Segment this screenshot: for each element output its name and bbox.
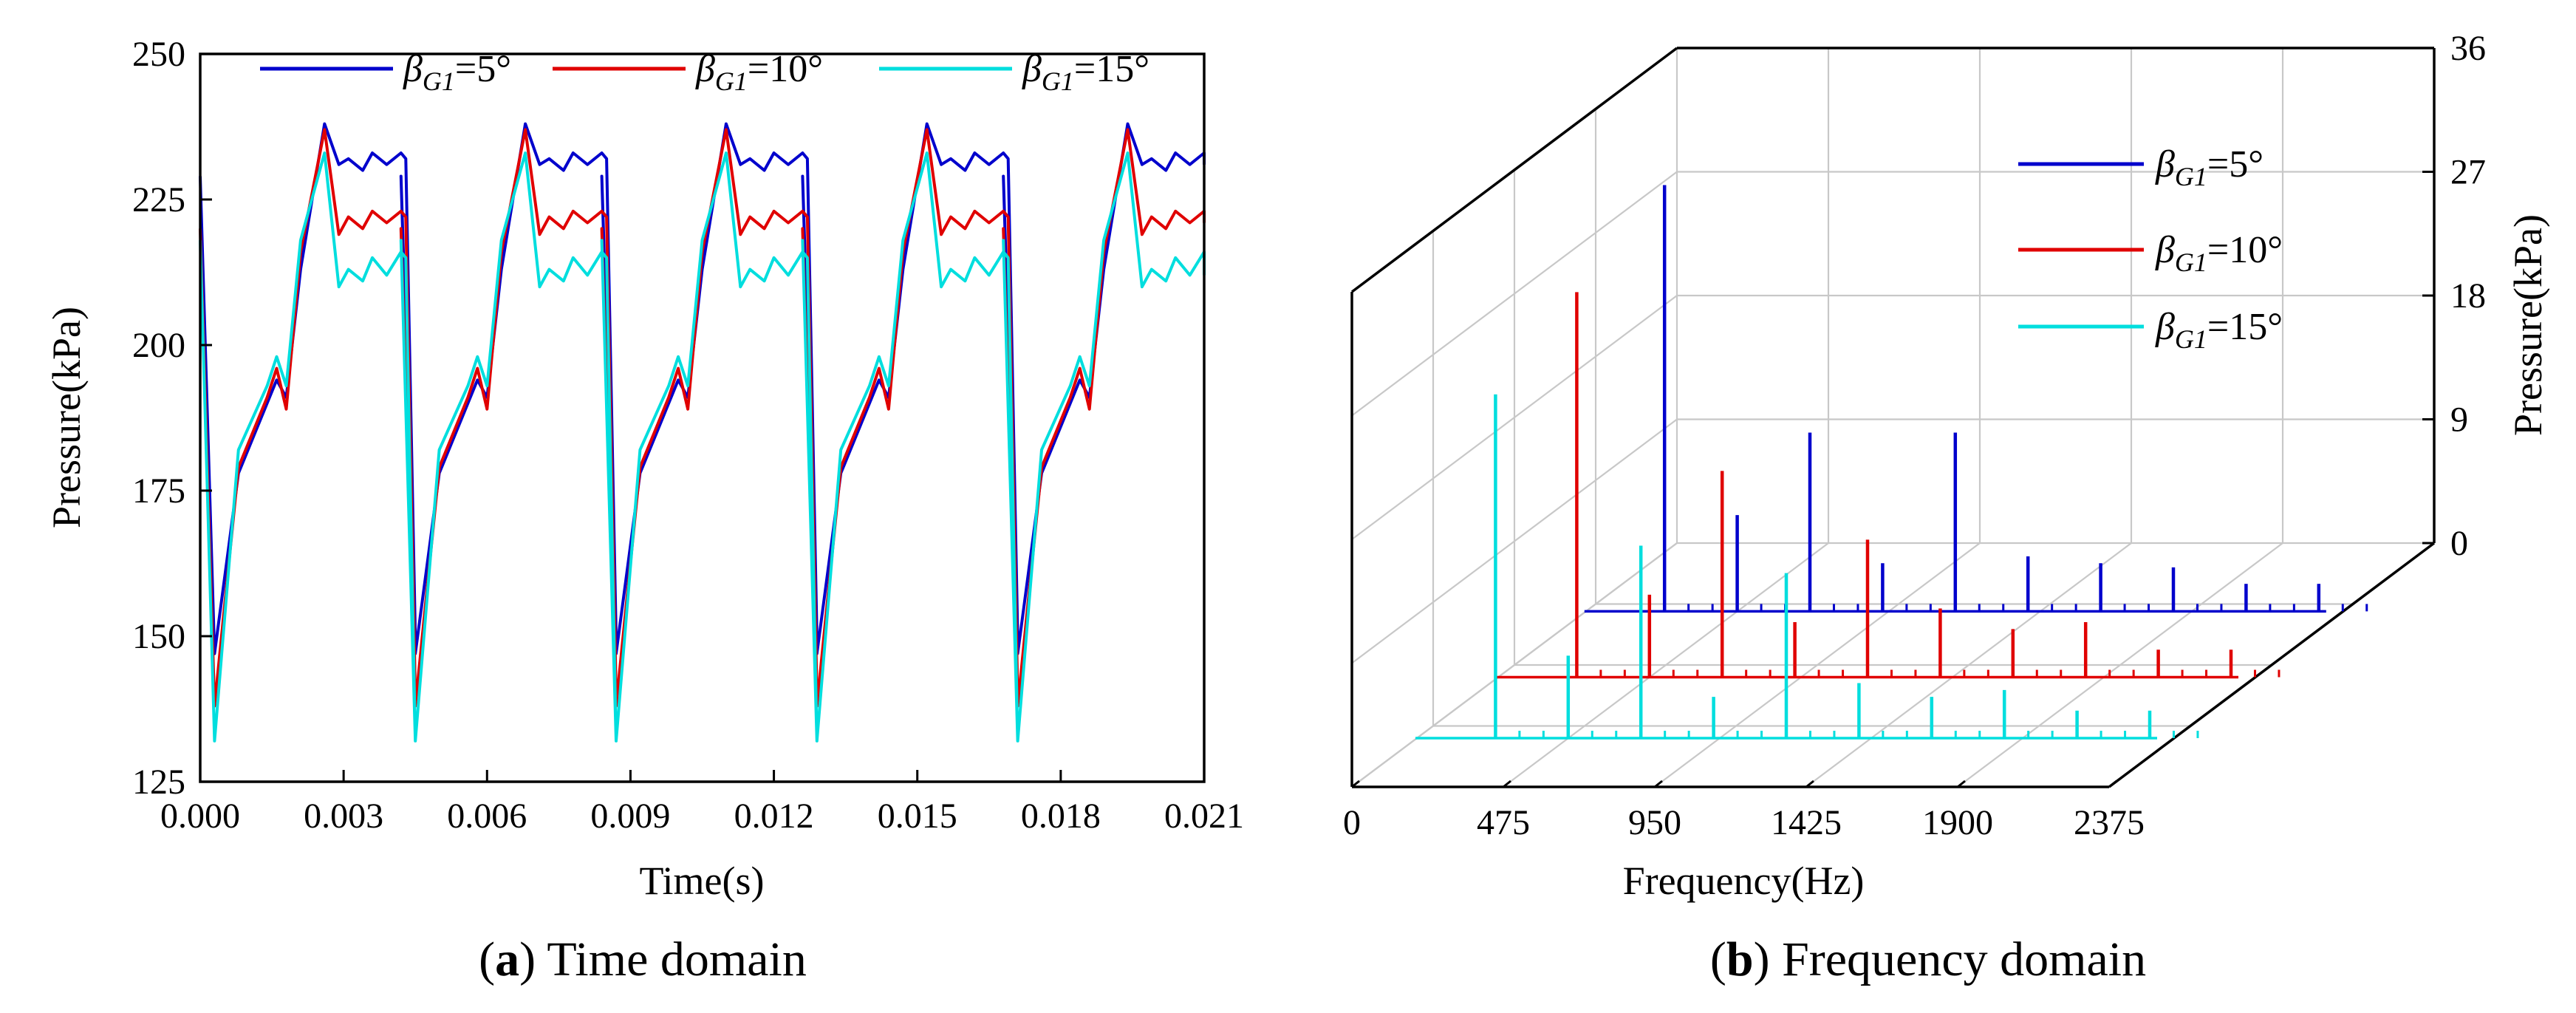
pressure-tick-label: 9 (2450, 400, 2468, 440)
x-tick-label: 0.012 (734, 797, 814, 836)
frequency-tick-mark (1805, 780, 1814, 788)
x-tick-label: 0.018 (1021, 797, 1101, 836)
3d-box-frame (1350, 47, 2436, 788)
legend-label: βG1=10° (695, 48, 823, 96)
y-axis-label: Pressure(kPa) (44, 307, 89, 528)
pressure-axis-label: Pressure(kPa) (2506, 214, 2550, 436)
x-tick-label: 0.000 (160, 797, 240, 836)
time-domain-series-group (199, 122, 1206, 743)
caption-b-letter: b (1726, 932, 1754, 986)
y-tick-label: 225 (132, 180, 185, 219)
frequency-tick-mark (1503, 780, 1511, 788)
frequency-tick-label: 2375 (2074, 803, 2145, 842)
legend-label-subscript: G1 (423, 66, 455, 96)
spectrum-series-2 (1497, 292, 2281, 679)
frequency-axis-ticks: 0 475 950 1425 1900 2375 (1343, 780, 2145, 842)
frequency-domain-chart: 0 475 950 1425 1900 2375 0 9 18 27 36 Frequency(H… (1343, 29, 2550, 903)
legend-label-subscript: G1 (2175, 248, 2207, 277)
spectrum-series-1 (1584, 185, 2368, 613)
spectrum-series-group (1415, 185, 2368, 740)
legend-label: βG1=5° (403, 48, 511, 96)
frequency-tick-mark (1351, 780, 1360, 788)
plot-frame (199, 52, 1206, 783)
x-tick-label: 0.021 (1164, 797, 1244, 836)
box-edge (1351, 542, 1678, 788)
frequency-tick-label: 1900 (1922, 803, 1993, 842)
legend-label-value: =10° (748, 48, 823, 90)
x-tick-label: 0.009 (590, 797, 670, 836)
pressure-tick-label: 36 (2450, 29, 2486, 68)
frequency-tick-label: 1425 (1771, 803, 1842, 842)
x-tick-label: 0.015 (878, 797, 957, 836)
frequency-tick-label: 475 (1477, 803, 1530, 842)
box-edge (1350, 47, 1678, 293)
frequency-tick-mark (1654, 780, 1663, 788)
caption-b: (b) Frequency domain (1710, 932, 2146, 986)
legend-label-value: =15° (1074, 48, 1149, 90)
frequency-axis-label: Frequency(Hz) (1623, 859, 1865, 903)
y-tick-label: 250 (132, 35, 185, 74)
legend-label-symbol: β (2155, 143, 2175, 185)
legend-label-symbol: β (695, 48, 715, 90)
frequency-tick-mark (1957, 780, 1966, 788)
legend-label: βG1=15° (2155, 306, 2283, 354)
frequency-tick-label: 0 (1343, 803, 1361, 842)
legend-label-subscript: G1 (2175, 324, 2207, 354)
series-line-2 (199, 128, 1206, 708)
x-tick-label: 0.006 (447, 797, 527, 836)
caption-a-letter: a (495, 932, 519, 986)
y-tick-label: 150 (132, 617, 185, 656)
legend-label-symbol: β (403, 48, 423, 90)
x-tick-label: 0.003 (304, 797, 383, 836)
y-axis-ticks: 125 150 175 200 225 250 (132, 35, 212, 802)
legend: βG1=5°βG1=10°βG1=15° (260, 48, 1149, 96)
caption-b-text: Frequency domain (1770, 932, 2147, 986)
legend: βG1=5°βG1=10°βG1=15° (2018, 143, 2283, 354)
legend-label: βG1=10° (2155, 229, 2283, 277)
legend-label-value: =5° (455, 48, 511, 90)
pressure-axis-ticks: 0 9 18 27 36 (2422, 29, 2486, 563)
caption-a: (a) Time domain (479, 932, 807, 986)
series-line-1 (199, 122, 1206, 655)
y-tick-label: 200 (132, 326, 185, 365)
legend-label-symbol: β (2155, 229, 2175, 271)
x-axis-label: Time(s) (639, 859, 764, 903)
legend-label-value: =10° (2207, 229, 2283, 271)
caption-a-text: Time domain (536, 932, 807, 986)
spectrum-series-3 (1415, 394, 2199, 740)
legend-label-subscript: G1 (2175, 162, 2207, 191)
legend-label-symbol: β (1022, 48, 1042, 90)
legend-label-value: =5° (2207, 143, 2264, 185)
y-tick-label: 125 (132, 763, 185, 802)
legend-label-subscript: G1 (715, 66, 748, 96)
pressure-tick-label: 27 (2450, 153, 2486, 192)
x-axis-ticks: 0.000 0.003 0.006 0.009 0.012 0.015 0.018 0.021 (160, 770, 1244, 836)
y-tick-label: 175 (132, 471, 185, 511)
series-line-3 (199, 151, 1206, 743)
legend-label: βG1=15° (1022, 48, 1149, 96)
pressure-tick-label: 18 (2450, 276, 2486, 316)
legend-label-subscript: G1 (1042, 66, 1074, 96)
legend-label: βG1=5° (2155, 143, 2264, 191)
pressure-tick-label: 0 (2450, 524, 2468, 563)
legend-label-value: =15° (2207, 306, 2283, 348)
frequency-tick-label: 950 (1628, 803, 1681, 842)
frequency-tick-mark (2108, 780, 2117, 788)
legend-label-symbol: β (2155, 306, 2175, 348)
box-edge (2108, 542, 2436, 788)
